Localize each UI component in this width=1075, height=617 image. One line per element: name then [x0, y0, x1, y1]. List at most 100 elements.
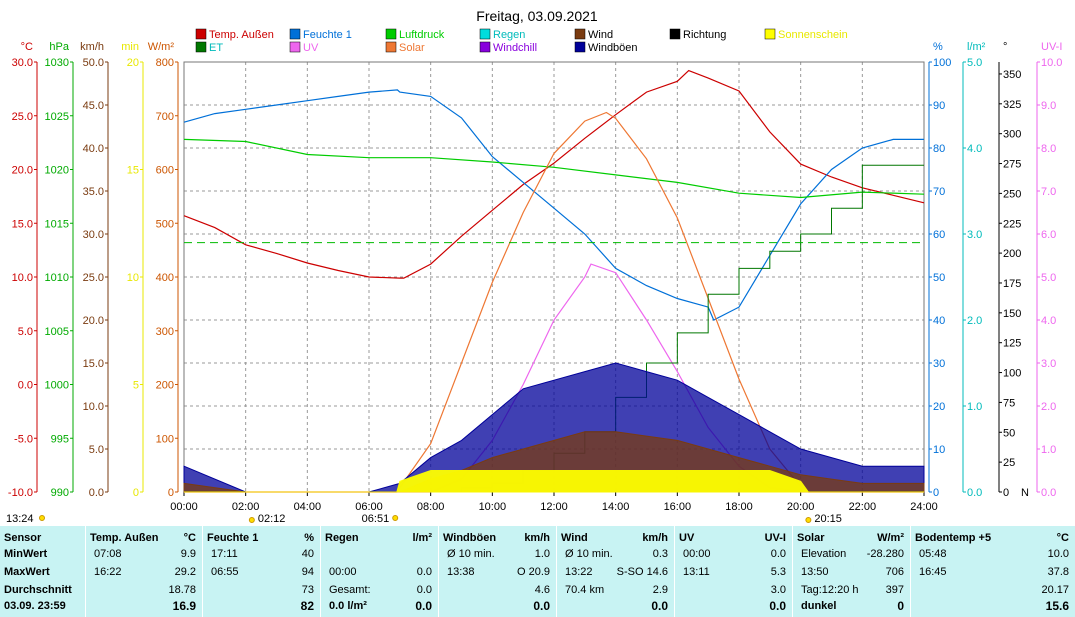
axis-tick-label-km-h: 15.0	[83, 358, 104, 370]
axis-unit-c: °C	[21, 41, 33, 53]
legend-label-wind: Wind	[588, 29, 613, 41]
axis-tick-label-c: 30.0	[12, 57, 33, 69]
table-header: UV	[679, 532, 695, 544]
table-cell-value: 20.17	[1041, 584, 1069, 596]
table-cell-value: 18.78	[168, 584, 196, 596]
axis-tick-label-min: 5	[133, 380, 139, 392]
table-cell-value: 2.9	[652, 584, 668, 596]
axis-unit-right-2: °	[1003, 41, 1007, 53]
axis-tick-label-right-0: 70	[933, 186, 945, 198]
table-cell-label: 0.0 l/m²	[329, 600, 367, 612]
table-cell-value: 0.0	[416, 566, 432, 578]
table-cell-value: -28.280	[866, 548, 904, 560]
legend-label-uv: UV	[303, 42, 319, 54]
axis-tick-label-c: 20.0	[12, 165, 33, 177]
chart-legend: Temp. Außen Feuchte 1 Luftdruck Regen Wind Ri…	[195, 28, 848, 54]
axis-tick-label-min: 15	[127, 165, 139, 177]
axis-tick-label-right-2: 275	[1003, 159, 1021, 171]
axis-tick-label-c: -10.0	[8, 487, 33, 499]
table-header-unit: W/m²	[877, 532, 904, 544]
table-header-unit: UV-I	[764, 532, 786, 544]
axis-tick-label-right-2: 50	[1003, 427, 1015, 439]
axis-tick-label-c: 5.0	[18, 326, 33, 338]
table-cell-value: 15.6	[1045, 599, 1069, 613]
table-cell-value: 1.0	[534, 548, 550, 560]
table-column-1: Temp. Außen °C 07:08 9.9 16:22 29.2 18.78 16.9	[85, 526, 202, 617]
legend-label-et: ET	[209, 42, 223, 54]
axis-tick-label-w-m: 200	[156, 380, 174, 392]
table-header: Wind	[561, 532, 588, 544]
axis-tick-label-hpa: 1010	[45, 272, 69, 284]
axis-tick-label-c: 25.0	[12, 111, 33, 123]
table-cell-value: 73	[301, 584, 314, 596]
axis-tick-label-w-m: 300	[156, 326, 174, 338]
x-marker-label: 06:51	[362, 513, 390, 525]
axis-unit-right-1: l/m²	[967, 41, 986, 53]
axis-tick-label-right-2: 200	[1003, 248, 1021, 260]
table-cell-value: O 20.9	[516, 566, 550, 578]
axis-tick-label-right-3: 7.0	[1041, 186, 1056, 198]
x-tick-label: 18:00	[725, 501, 753, 513]
axis-tick-label-right-3: 8.0	[1041, 143, 1056, 155]
legend-swatch-windb-en	[574, 41, 586, 53]
axis-tick-label-right-3: 5.0	[1041, 272, 1056, 284]
axis-tick-label-km-h: 35.0	[83, 186, 104, 198]
legend-swatch-et	[195, 41, 207, 53]
table-cell-label: 16:22	[94, 566, 122, 578]
axis-tick-label-right-3: 9.0	[1041, 100, 1056, 112]
table-header: Regen	[325, 532, 359, 544]
axis-tick-label-right-1: 5.0	[967, 57, 982, 69]
legend-swatch-sonnenschein	[764, 28, 776, 40]
axis-tick-label-right-0: 60	[933, 229, 945, 241]
legend-label-luftdruck: Luftdruck	[399, 29, 445, 41]
table-cell-value: 706	[885, 566, 904, 578]
table-cell-value: 82	[300, 599, 314, 613]
x-marker-dot	[248, 517, 255, 523]
axis-tick-label-min: 0	[133, 487, 139, 499]
axis-tick-label-w-m: 500	[156, 218, 174, 230]
axis-tick-label-min: 20	[127, 57, 139, 69]
table-cell-label: Ø 10 min.	[565, 548, 613, 560]
table-column-2: Feuchte 1% 17:11 40 06:55 94 73 82	[202, 526, 320, 617]
x-marker-dot	[805, 517, 812, 523]
table-row-label: 03.09. 23:59	[4, 600, 66, 612]
axis-tick-label-right-2: 75	[1003, 397, 1015, 409]
legend-label-windb-en: Windböen	[588, 42, 638, 54]
axis-tick-label-right-2: 0	[1003, 487, 1009, 499]
axis-tick-label-hpa: 1020	[45, 165, 69, 177]
axis-tick-label-w-m: 800	[156, 57, 174, 69]
axis-tick-label-w-m: 700	[156, 111, 174, 123]
legend-label-temp-au-en: Temp. Außen	[209, 29, 274, 41]
table-cell-value: 37.8	[1047, 566, 1069, 578]
chart-title: Freitag, 03.09.2021	[476, 8, 598, 24]
table-cell-value: 29.2	[174, 566, 196, 578]
table-row-label: MaxWert	[4, 566, 50, 578]
x-marker-dot	[39, 515, 45, 521]
x-tick-label: 10:00	[479, 501, 507, 513]
axis-tick-label-right-0: 40	[933, 315, 945, 327]
x-tick-label: 08:00	[417, 501, 445, 513]
x-tick-label: 22:00	[849, 501, 877, 513]
table-cell-label: Ø 10 min.	[447, 548, 495, 560]
x-tick-label: 16:00	[664, 501, 692, 513]
table-cell-value: 0.0	[415, 599, 432, 613]
legend-label-windchill: Windchill	[493, 42, 537, 54]
axis-tick-label-right-1: 2.0	[967, 315, 982, 327]
table-cell-label: 13:22	[565, 566, 593, 578]
table-cell-label: 00:00	[683, 548, 711, 560]
table-cell-label: Tag:12:20 h	[801, 584, 859, 596]
table-column-5: Wind km/h Ø 10 min. 0.3 13:22 S-SO 14.6 70.4 k…	[556, 526, 674, 617]
axis-tick-label-right-0: 20	[933, 401, 945, 413]
axis-tick-label-c: 10.0	[12, 272, 33, 284]
table-cell-value: 0.0	[533, 599, 550, 613]
axis-tick-label-km-h: 30.0	[83, 229, 104, 241]
x-marker-label: 13:24	[6, 513, 34, 525]
axis-tick-label-hpa: 1030	[45, 57, 69, 69]
table-cell-label: 16:45	[919, 566, 947, 578]
table-cell-label: 00:00	[329, 566, 357, 578]
table-cell-label: 70.4 km	[565, 584, 605, 596]
axis-unit-right-3: UV-I	[1041, 41, 1062, 53]
table-cell-value: 16.9	[172, 599, 196, 613]
axis-tick-label-right-3: 3.0	[1041, 358, 1056, 370]
table-cell-label: 13:50	[801, 566, 829, 578]
